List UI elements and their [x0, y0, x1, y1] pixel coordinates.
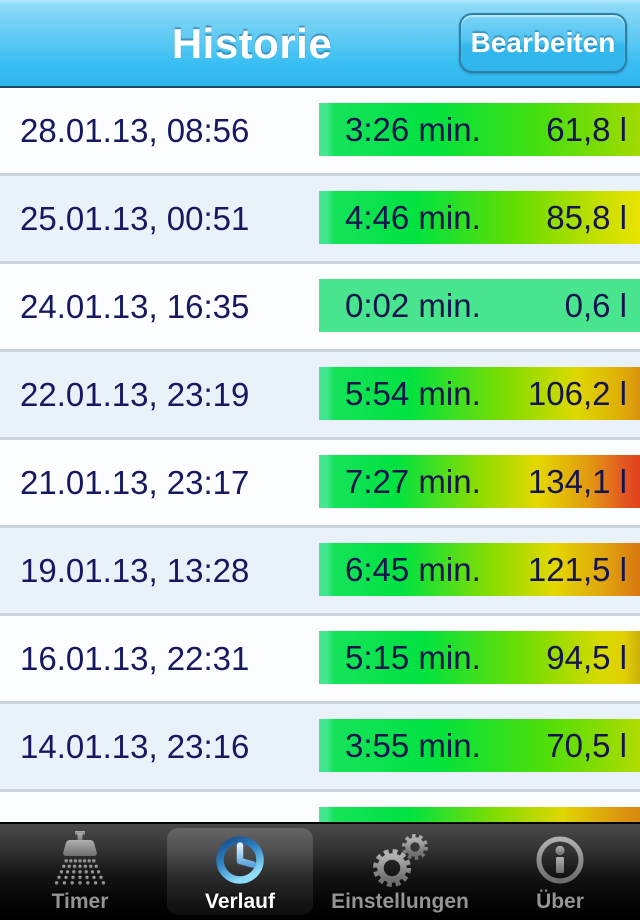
table-row[interactable]: 25.01.13, 00:51 4:46 min. 85,8 l: [0, 176, 640, 264]
usage-bar: 7:27 min. 134,1 l: [319, 455, 640, 508]
usage-bar: 4:46 min. 85,8 l: [319, 191, 640, 244]
session-date: 14.01.13, 23:16: [20, 728, 250, 765]
table-row[interactable]: 24.01.13, 16:35 0:02 min. 0,6 l: [0, 264, 640, 352]
table-row[interactable]: 28.01.13, 08:56 3:26 min. 61,8 l: [0, 88, 640, 176]
tab-label-einstellungen: Einstellungen: [331, 890, 469, 913]
tab-label-ueber: Über: [536, 890, 584, 913]
gears-icon: [320, 829, 480, 891]
tab-timer[interactable]: Timer: [0, 824, 160, 920]
session-liters: 134,1 l: [527, 462, 627, 500]
session-duration: 0:02 min.: [345, 286, 481, 324]
session-date: 28.01.13, 08:56: [20, 112, 250, 149]
session-duration: 4:46 min.: [345, 198, 481, 236]
session-duration: 3:26 min.: [345, 110, 481, 148]
session-liters: 0,6 l: [564, 286, 627, 324]
history-list: 28.01.13, 08:56 3:26 min. 61,8 l 25.01.1…: [0, 88, 640, 822]
page-title: Historie: [171, 20, 333, 67]
tab-ueber[interactable]: Über: [480, 824, 640, 920]
clock-icon: [160, 829, 320, 891]
edit-button[interactable]: Bearbeiten: [459, 13, 627, 73]
info-icon: [480, 829, 640, 891]
table-row[interactable]: 19.01.13, 13:28 6:45 min. 121,5 l: [0, 528, 640, 616]
usage-bar: 6:45 min. 121,5 l: [319, 543, 640, 596]
session-duration: 5:54 min.: [345, 374, 481, 412]
session-liters: 94,5 l: [546, 638, 627, 676]
session-date: 19.01.13, 13:28: [20, 552, 250, 589]
table-row[interactable]: 22.01.13, 23:19 5:54 min. 106,2 l: [0, 352, 640, 440]
session-duration: 6:45 min.: [345, 550, 481, 588]
usage-bar: 0:02 min. 0,6 l: [319, 279, 640, 332]
usage-bar: 3:55 min. 70,5 l: [319, 719, 640, 772]
session-liters: 106,2 l: [527, 374, 627, 412]
usage-bar: 5:15 min. 94,5 l: [319, 631, 640, 684]
session-liters: 121,5 l: [527, 550, 627, 588]
tab-bar: Timer Verlauf: [0, 822, 640, 920]
session-duration: 5:15 min.: [345, 638, 481, 676]
session-date: 24.01.13, 16:35: [20, 288, 250, 325]
shower-icon: [0, 829, 160, 891]
usage-bar: 5:54 min. 106,2 l: [319, 367, 640, 420]
session-liters: 70,5 l: [546, 726, 627, 764]
tab-label-verlauf: Verlauf: [204, 890, 276, 913]
session-duration: 3:55 min.: [345, 726, 481, 764]
usage-bar: [319, 807, 640, 822]
session-date: 16.01.13, 22:31: [20, 640, 250, 677]
session-date: 21.01.13, 23:17: [20, 464, 250, 501]
tab-verlauf[interactable]: Verlauf: [160, 824, 320, 920]
tab-label-timer: Timer: [51, 890, 109, 913]
session-duration: 7:27 min.: [345, 462, 481, 500]
session-liters: 85,8 l: [546, 198, 627, 236]
usage-bar: 3:26 min. 61,8 l: [319, 103, 640, 156]
table-row[interactable]: 16.01.13, 22:31 5:15 min. 94,5 l: [0, 616, 640, 704]
session-liters: 61,8 l: [546, 110, 627, 148]
table-row[interactable]: 14.01.13, 23:16 3:55 min. 70,5 l: [0, 704, 640, 792]
table-row[interactable]: 21.01.13, 23:17 7:27 min. 134,1 l: [0, 440, 640, 528]
navigation-bar: Historie Bearbeiten: [0, 0, 640, 88]
table-row[interactable]: [0, 792, 640, 822]
session-date: 22.01.13, 23:19: [20, 376, 250, 413]
tab-einstellungen[interactable]: Einstellungen: [320, 824, 480, 920]
session-date: 25.01.13, 00:51: [20, 200, 250, 237]
